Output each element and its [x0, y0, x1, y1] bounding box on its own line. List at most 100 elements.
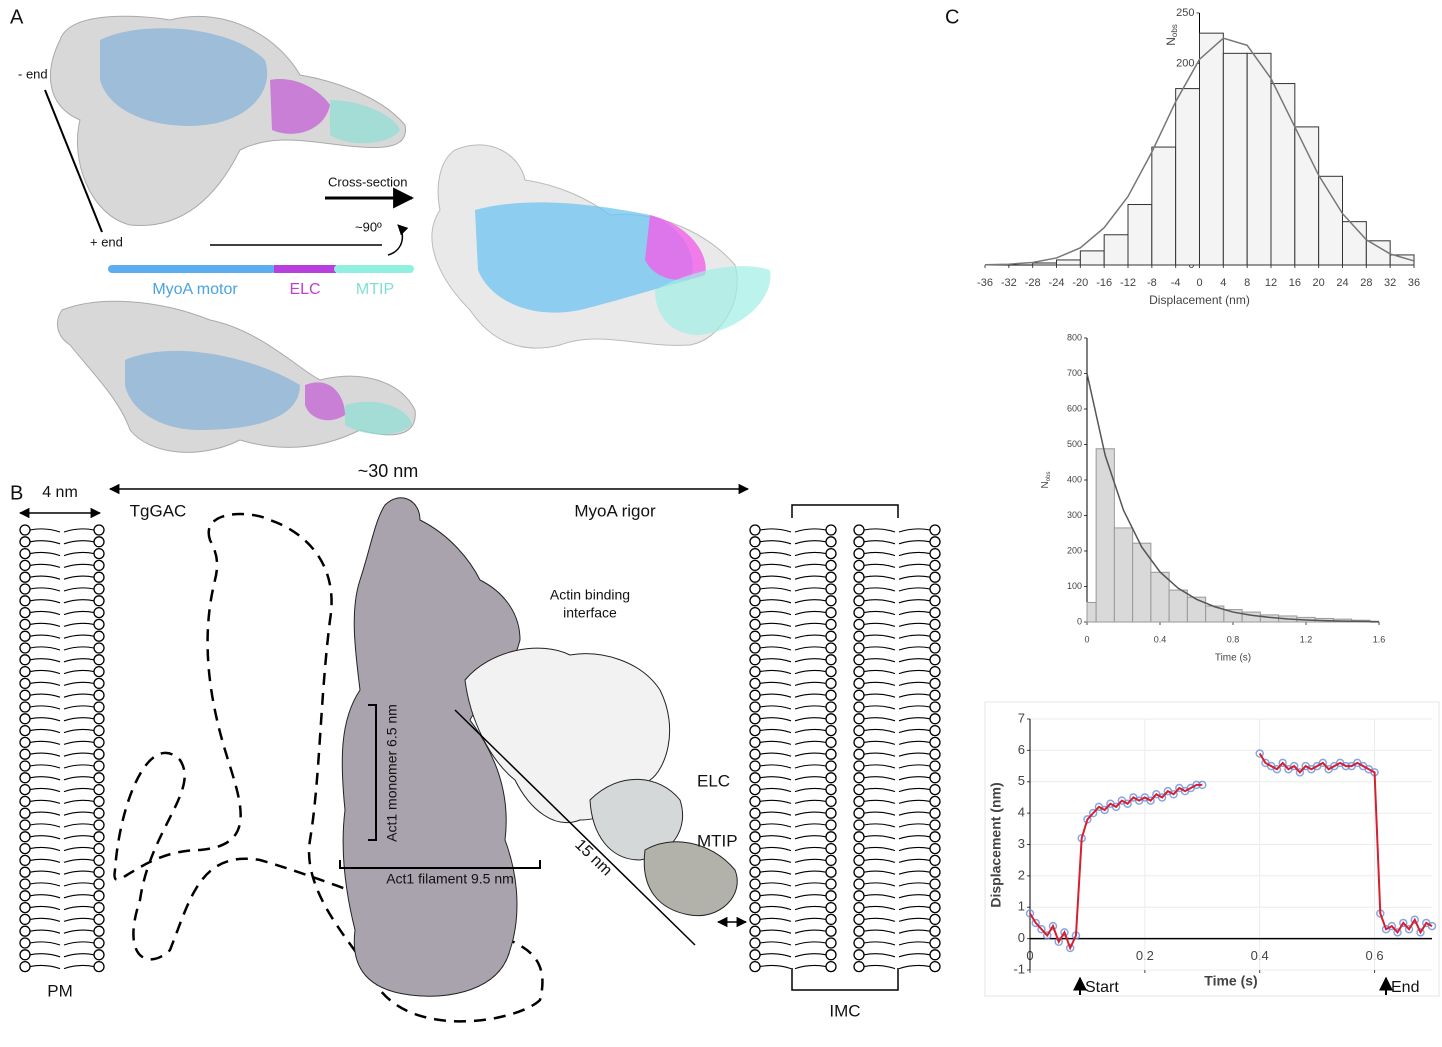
lipid-tail: [863, 882, 931, 887]
elc-shape: [589, 778, 684, 861]
lipid-tail: [29, 575, 95, 580]
lipid-head: [853, 547, 865, 560]
lipid-head: [19, 783, 31, 796]
lipid-head: [93, 724, 105, 737]
legend-label: MTIP: [356, 281, 394, 298]
bar: [1365, 240, 1391, 266]
x-tick-label: -32: [1001, 277, 1017, 289]
lipid-head: [929, 536, 941, 548]
lipid-tail: [863, 681, 931, 686]
x-tick-label: -24: [1049, 277, 1065, 289]
lipid-head: [93, 630, 105, 642]
lipid-head: [853, 949, 865, 961]
lipid-head: [19, 642, 31, 654]
lipid-head: [749, 618, 761, 631]
lipid-head: [93, 890, 105, 902]
x-tick-label: 20: [1313, 277, 1325, 289]
lipid-head: [749, 713, 761, 725]
lipid-head: [929, 736, 941, 749]
lipid-head: [93, 748, 105, 760]
scale-bar: [454, 709, 696, 946]
y-axis-label-sub: obs: [1170, 24, 1179, 37]
lipid-head: [929, 807, 941, 819]
lipid-head: [853, 960, 865, 973]
lipid-tail: [759, 858, 827, 863]
data-point: [1060, 928, 1069, 937]
y-axis-label-main: N: [1164, 37, 1178, 46]
lipid-head: [929, 960, 941, 973]
lipid-head: [93, 713, 105, 725]
lipid-tail: [863, 740, 931, 745]
lipid-head: [853, 571, 865, 583]
data-point: [1295, 768, 1305, 777]
lipid-tail: [759, 610, 827, 616]
annotation: Start: [1085, 979, 1119, 996]
lipid-head: [93, 642, 105, 654]
lipid-head: [929, 831, 941, 843]
lipid-head: [93, 595, 105, 607]
lipid-head: [853, 724, 865, 737]
lipid-head: [19, 831, 31, 843]
lipid-tail: [863, 717, 931, 722]
imc-bracket: [791, 504, 899, 991]
lipid-tail: [29, 953, 95, 958]
lipid-head: [19, 583, 31, 595]
lipid-head: [93, 842, 105, 855]
lipid-head: [825, 819, 837, 831]
x-axis-label: Time (s): [1204, 973, 1257, 989]
lipid-tail: [759, 528, 827, 533]
lipid-tail: [759, 811, 827, 816]
lipid-tail: [29, 835, 95, 840]
lipid-tail: [29, 599, 95, 604]
y-tick-label: -1: [1013, 961, 1025, 976]
data-point: [1088, 808, 1098, 818]
lipid-head: [93, 925, 105, 937]
lipid-head: [825, 854, 837, 867]
data-point: [1272, 764, 1282, 774]
y-tick-label: 600: [1067, 403, 1082, 413]
lipid-tail: [29, 587, 95, 592]
lipid-head: [853, 689, 865, 701]
lipid-tail: [759, 752, 827, 757]
lipid-head: [19, 748, 31, 760]
label: Cross-section: [328, 174, 407, 189]
lipid-head: [749, 606, 761, 619]
lipid-head: [19, 960, 31, 973]
label: ELC: [697, 771, 730, 790]
lipid-head: [19, 937, 31, 949]
y-tick-label: 300: [1067, 510, 1082, 520]
lipid-head: [929, 701, 941, 713]
bar: [1294, 126, 1320, 266]
lipid-head: [929, 866, 941, 878]
lipid-tail: [759, 551, 827, 557]
lipid-tail: [29, 740, 95, 745]
lipid-head: [853, 842, 865, 855]
lipid-tail: [863, 941, 931, 946]
lipid-tail: [29, 917, 95, 922]
lipid-head: [825, 842, 837, 855]
lipid-head: [929, 901, 941, 914]
lipid-head: [853, 748, 865, 760]
lipid-head: [853, 713, 865, 725]
lipid-head: [19, 901, 31, 914]
data-point: [1031, 918, 1040, 928]
y-tick-label: 200: [1067, 545, 1082, 555]
lipid-tail: [863, 622, 931, 627]
lipid-tail: [863, 528, 931, 533]
lipid-head: [749, 807, 761, 819]
lipid-head: [929, 665, 941, 678]
lipid-tail: [863, 599, 931, 604]
bar: [1150, 571, 1170, 623]
lipid-tail: [863, 764, 931, 769]
lipid-head: [853, 536, 865, 548]
data-point: [1427, 921, 1437, 931]
y-axis-label: Displacement (nm): [988, 782, 1004, 907]
lipid-head: [853, 783, 865, 796]
lipid-head: [93, 536, 105, 548]
label: ~90º: [355, 219, 382, 234]
lipid-tail: [29, 693, 95, 698]
lipid-head: [825, 724, 837, 737]
lipid-head: [853, 937, 865, 949]
label: ~30 nm: [358, 461, 419, 481]
